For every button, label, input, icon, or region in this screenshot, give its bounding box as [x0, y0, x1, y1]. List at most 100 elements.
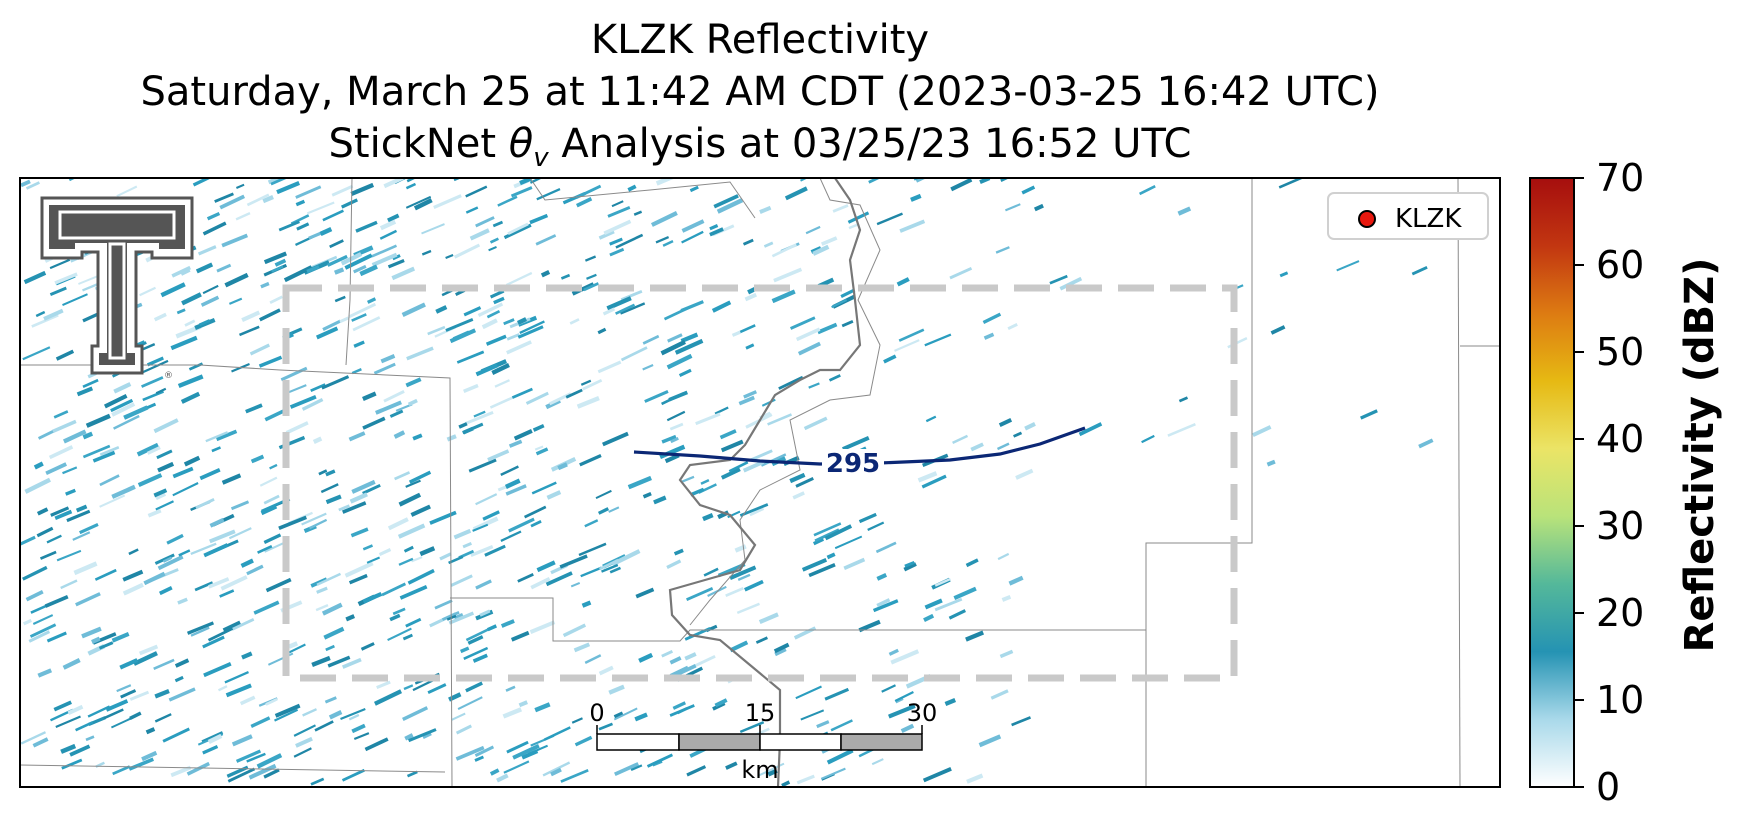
reflectivity-streak [508, 517, 535, 533]
reflectivity-streak [433, 194, 462, 209]
reflectivity-streak [729, 565, 757, 580]
reflectivity-streak [661, 434, 677, 444]
reflectivity-streak [177, 374, 204, 389]
reflectivity-streak [540, 269, 551, 278]
reflectivity-streak [73, 561, 98, 576]
reflectivity-streak [316, 586, 328, 594]
reflectivity-streak [868, 178, 882, 184]
reflectivity-streak [344, 561, 374, 578]
reflectivity-streak [271, 265, 284, 273]
reflectivity-streak [797, 341, 821, 356]
reflectivity-streak [714, 698, 728, 708]
reflectivity-streak [263, 494, 280, 505]
reflectivity-streak [283, 265, 313, 283]
reflectivity-streak [85, 735, 95, 742]
reflectivity-streak [75, 721, 94, 732]
reflectivity-streak [341, 657, 362, 669]
reflectivity-streak [949, 266, 973, 280]
reflectivity-streak [25, 181, 40, 190]
reflectivity-streak [49, 286, 67, 296]
reflectivity-streak [312, 436, 323, 444]
reflectivity-streak [351, 479, 376, 494]
reflectivity-streak [383, 178, 404, 189]
reflectivity-streak [1360, 409, 1378, 420]
reflectivity-streak [81, 626, 102, 639]
reflectivity-streak [485, 334, 507, 346]
reflectivity-streak [206, 211, 221, 221]
reflectivity-streak [224, 671, 249, 684]
county-line-west [20, 364, 453, 787]
reflectivity-streak [274, 708, 299, 722]
reflectivity-streak [744, 292, 757, 302]
reflectivity-streak [1078, 422, 1103, 437]
reflectivity-streak [669, 656, 682, 665]
reflectivity-streak [812, 244, 830, 256]
reflectivity-streak [872, 599, 899, 613]
reflectivity-streak [195, 262, 214, 274]
reflectivity-streak [278, 515, 307, 531]
reflectivity-streak [598, 665, 614, 676]
reflectivity-streak [598, 722, 614, 731]
reflectivity-streak [391, 266, 416, 281]
reflectivity-streak [286, 643, 306, 655]
reflectivity-streak [597, 360, 622, 374]
reflectivity-streak [116, 684, 132, 693]
reflectivity-streak [611, 549, 641, 567]
reflectivity-streak [352, 316, 381, 332]
reflectivity-streak [310, 383, 326, 392]
reflectivity-streak [609, 237, 623, 246]
reflectivity-streak [339, 316, 350, 324]
reflectivity-streak [143, 571, 166, 586]
reflectivity-streak [630, 764, 643, 772]
reflectivity-streak [61, 758, 83, 770]
reflectivity-streak [51, 419, 77, 434]
reflectivity-streak [355, 220, 378, 233]
reflectivity-streak [890, 649, 920, 665]
reflectivity-streak [474, 745, 495, 757]
reflectivity-streak [571, 282, 595, 296]
reflectivity-streak [54, 272, 78, 285]
reflectivity-streak [379, 229, 398, 240]
reflectivity-streak [231, 734, 253, 747]
reflectivity-streak [289, 394, 317, 409]
reflectivity-streak [398, 492, 422, 507]
reflectivity-streak [545, 571, 573, 587]
reflectivity-streak [620, 346, 648, 362]
reflectivity-streak [773, 642, 790, 654]
reflectivity-streak [536, 188, 561, 201]
reflectivity-streak [792, 491, 805, 500]
reflectivity-streak [608, 684, 625, 695]
reflectivity-streak [259, 476, 278, 487]
reflectivity-streak [469, 228, 490, 241]
reflectivity-streak [445, 318, 474, 332]
reflectivity-streak [72, 531, 91, 541]
reflectivity-streak [771, 243, 797, 258]
reflectivity-streak [23, 270, 47, 285]
reflectivity-streak [784, 186, 808, 201]
reflectivity-streak [119, 658, 139, 670]
reflectivity-streak [383, 390, 405, 403]
reflectivity-streak [841, 319, 854, 328]
legend-label: KLZK [1395, 204, 1462, 234]
reflectivity-streak [381, 582, 407, 597]
reflectivity-streak [79, 522, 99, 535]
reflectivity-streak [403, 684, 414, 691]
reflectivity-streak [736, 602, 760, 615]
reflectivity-streak [221, 233, 249, 248]
reflectivity-streak [760, 453, 787, 467]
reflectivity-streak [678, 368, 692, 378]
reflectivity-streak [367, 297, 377, 304]
reflectivity-streak [122, 582, 144, 596]
reflectivity-streak [680, 300, 704, 313]
reflectivity-streak [584, 519, 599, 528]
reflectivity-streak [1279, 271, 1289, 278]
reflectivity-streak [472, 516, 499, 532]
reflectivity-streak [44, 594, 69, 608]
reflectivity-streak [982, 312, 1002, 324]
reflectivity-streak [449, 328, 477, 344]
reflectivity-streak [774, 647, 787, 657]
reflectivity-streak [505, 685, 516, 692]
reflectivity-streak [153, 658, 175, 670]
reflectivity-streak [198, 319, 211, 327]
reflectivity-streak [978, 734, 1002, 748]
